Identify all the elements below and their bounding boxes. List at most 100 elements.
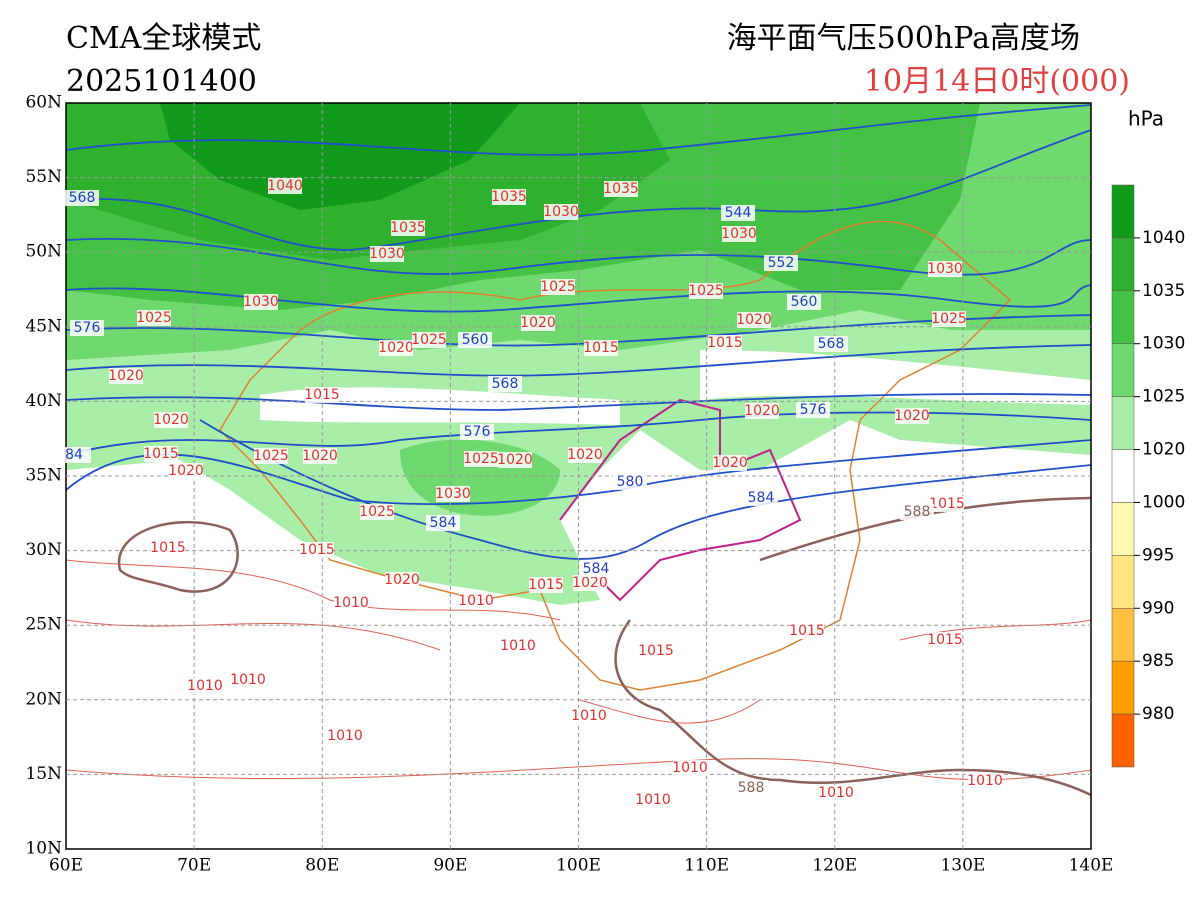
pressure-label-bg: [188, 678, 222, 694]
pressure-label: 1015: [143, 446, 179, 462]
pressure-label: 1025: [931, 311, 967, 327]
pressure-label: 1025: [411, 332, 447, 348]
lon-label: 140E: [1069, 856, 1114, 876]
pressure-label: 1025: [463, 451, 499, 467]
pressure-label-bg: [303, 448, 337, 464]
pressure-label-bg: [334, 595, 368, 611]
pressure-label: 1030: [543, 204, 579, 220]
pressure-label: 1015: [583, 340, 619, 356]
pressure-label: 1010: [327, 728, 363, 744]
lat-label: 15N: [25, 764, 62, 784]
pressure-label: 1015: [707, 335, 743, 351]
pressure-label: 1010: [187, 678, 223, 694]
height-label: 84: [65, 447, 83, 463]
pressure-label: 1020: [736, 312, 772, 328]
pressure-label: 1025: [359, 504, 395, 520]
pressure-label: 1020: [302, 448, 338, 464]
pressure-label: 1020: [894, 408, 930, 424]
height-label-bg: [814, 336, 848, 352]
pressure-label-bg: [498, 452, 532, 468]
run-time: 2025101400: [66, 64, 257, 99]
pressure-label: 1020: [567, 447, 603, 463]
pressure-label-bg: [521, 315, 555, 331]
pressure-label-bg: [932, 311, 966, 327]
pressure-label-bg: [572, 708, 606, 724]
pressure-label: 1015: [299, 542, 335, 558]
lon-label: 100E: [556, 856, 601, 876]
pressure-label-bg: [254, 448, 288, 464]
pressure-label-bg: [636, 792, 670, 808]
pressure-label-bg: [137, 310, 171, 326]
pressure-label: 1035: [603, 181, 639, 197]
height-label: 584: [748, 490, 775, 506]
colorbar-swatch: [1111, 343, 1135, 397]
pressure-label-bg: [639, 643, 673, 659]
pressure-label: 1020: [497, 452, 533, 468]
colorbar-swatch: [1111, 608, 1135, 662]
pressure-label-bg: [541, 279, 575, 295]
pressure-label: 1020: [384, 572, 420, 588]
height-label-bg: [744, 490, 778, 506]
pressure-label-bg: [231, 672, 265, 688]
colorbar-unit: hPa: [1128, 107, 1164, 131]
lat-label: 45N: [25, 316, 62, 336]
height-label: 584: [430, 515, 457, 531]
pressure-label-bg: [144, 446, 178, 462]
lon-label: 80E: [305, 856, 339, 876]
colorbar-label: 1040: [1142, 228, 1185, 248]
pressure-label-bg: [328, 728, 362, 744]
pressure-label-bg: [544, 204, 578, 220]
pressure-label-bg: [391, 220, 425, 236]
lon-label: 60E: [49, 856, 83, 876]
colorbar-swatch: [1111, 660, 1135, 715]
pressure-label: 1015: [150, 540, 186, 556]
model-name: CMA全球模式: [66, 21, 261, 56]
lat-label: 60N: [25, 93, 62, 113]
height-label-bg: [426, 515, 460, 531]
height-label-bg: [721, 205, 755, 221]
pressure-label: 1010: [571, 708, 607, 724]
height-label-bg: [613, 474, 647, 490]
colorbar-label: 995: [1142, 545, 1174, 565]
colorbar-label: 985: [1142, 651, 1174, 671]
pressure-label: 1025: [540, 279, 576, 295]
colorbar-swatch: [1111, 449, 1135, 503]
lat-label: 50N: [25, 242, 62, 262]
pressure-label: 1030: [435, 486, 471, 502]
pressure-label: 1015: [638, 643, 674, 659]
pressure-label: 1025: [253, 448, 289, 464]
lat-label: 25N: [25, 615, 62, 635]
pressure-label: 1020: [108, 368, 144, 384]
pressure-label-bg: [268, 178, 302, 194]
pressure-label-bg: [154, 412, 188, 428]
height-label-bg: [70, 320, 104, 336]
pressure-label: 1015: [789, 623, 825, 639]
height-label: 560: [462, 332, 489, 348]
product-name: 海平面气压500hPa高度场: [727, 21, 1080, 56]
pressure-label-bg: [737, 312, 771, 328]
height-label: 560: [791, 294, 818, 310]
ridge-label: 588: [738, 780, 765, 796]
pressure-label: 1030: [927, 261, 963, 277]
pressure-label-bg: [492, 189, 526, 205]
colorbar-swatch: [1111, 502, 1135, 556]
pressure-label-bg: [385, 572, 419, 588]
pressure-label: 1010: [230, 672, 266, 688]
pressure-label: 1010: [333, 595, 369, 611]
pressure-label: 1010: [500, 638, 536, 654]
height-label-bg: [579, 561, 613, 577]
height-label-bg: [764, 255, 798, 271]
colorbar-swatch: [1111, 555, 1135, 609]
lon-label: 120E: [812, 856, 857, 876]
pressure-label: 1025: [136, 310, 172, 326]
pressure-label: 1020: [712, 455, 748, 471]
pressure-label: 1025: [688, 283, 724, 299]
pressure-label-bg: [244, 294, 278, 310]
ridge-label: 588: [904, 504, 931, 520]
pressure-label: 1015: [927, 632, 963, 648]
height-label: 576: [800, 402, 827, 418]
lat-label: 35N: [25, 466, 62, 486]
pressure-label-bg: [573, 575, 607, 591]
height-label-bg: [458, 332, 492, 348]
pressure-label-bg: [968, 773, 1002, 789]
